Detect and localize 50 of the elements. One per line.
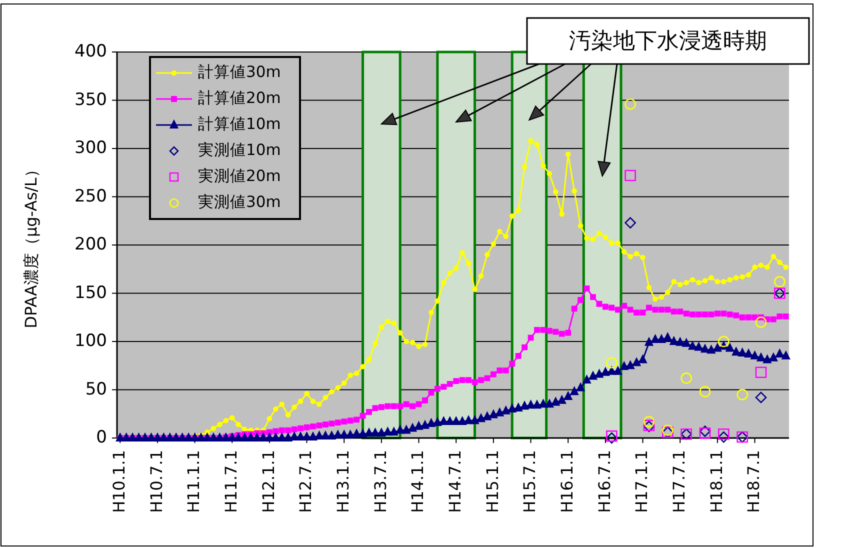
y-tick-label: 50	[85, 379, 107, 400]
x-tick-label: H12.7.1	[296, 450, 316, 513]
x-tick-label: H13.7.1	[370, 450, 390, 513]
point	[606, 357, 618, 368]
legend-label: 計算値20m	[198, 89, 281, 108]
point	[624, 217, 636, 228]
x-tick-label: H17.1.1	[632, 450, 652, 513]
point	[680, 372, 692, 384]
x-tick-label: H11.1.1	[184, 450, 204, 513]
legend-label: 計算値30m	[198, 63, 281, 82]
point	[755, 316, 767, 328]
point	[624, 98, 636, 110]
x-tick-label: H11.7.1	[221, 450, 240, 513]
x-tick-label: H13.1.1	[333, 450, 352, 513]
y-tick-label: 0	[96, 428, 107, 448]
y-tick-label: 250	[74, 186, 107, 206]
x-tick-label: H16.1.1	[557, 450, 576, 513]
x-tick-label: H18.7.1	[744, 450, 764, 513]
y-tick-label: 300	[74, 138, 107, 158]
x-tick-label: H14.7.1	[445, 450, 464, 513]
point	[718, 336, 730, 348]
point	[718, 428, 730, 440]
y-tick-label: 150	[74, 282, 107, 303]
legend-label: 実測値30m	[198, 193, 281, 212]
x-tick-label: H10.7.1	[146, 450, 166, 513]
y-axis-title: DPAA濃度（μg-As/L）	[21, 162, 40, 328]
x-tick-label: H16.7.1	[594, 450, 614, 513]
annotation: 汚染地下水浸透時期	[569, 29, 767, 54]
x-tick-label: H18.1.1	[706, 450, 726, 513]
point	[718, 431, 730, 443]
x-tick-label: H15.7.1	[520, 450, 540, 513]
y-tick-label: 350	[74, 90, 107, 110]
legend-label: 計算値10m	[198, 115, 281, 134]
point	[736, 388, 748, 400]
x-tick-label: H10.1.1	[109, 450, 128, 513]
legend-label: 実測値10m	[198, 141, 281, 160]
point	[624, 170, 636, 182]
point	[774, 276, 786, 288]
y-tick-label: 400	[74, 42, 107, 62]
x-tick-label: H14.1.1	[408, 450, 428, 513]
x-tick-label: H12.1.1	[258, 450, 278, 513]
point	[755, 366, 767, 378]
y-tick-label: 100	[74, 331, 107, 352]
point	[643, 416, 655, 428]
x-tick-label: H17.7.1	[669, 450, 688, 513]
x-tick-label: H15.1.1	[482, 450, 502, 513]
point	[699, 386, 711, 398]
point	[755, 392, 767, 404]
y-tick-label: 200	[74, 234, 107, 255]
legend-label: 実測値20m	[198, 167, 281, 186]
